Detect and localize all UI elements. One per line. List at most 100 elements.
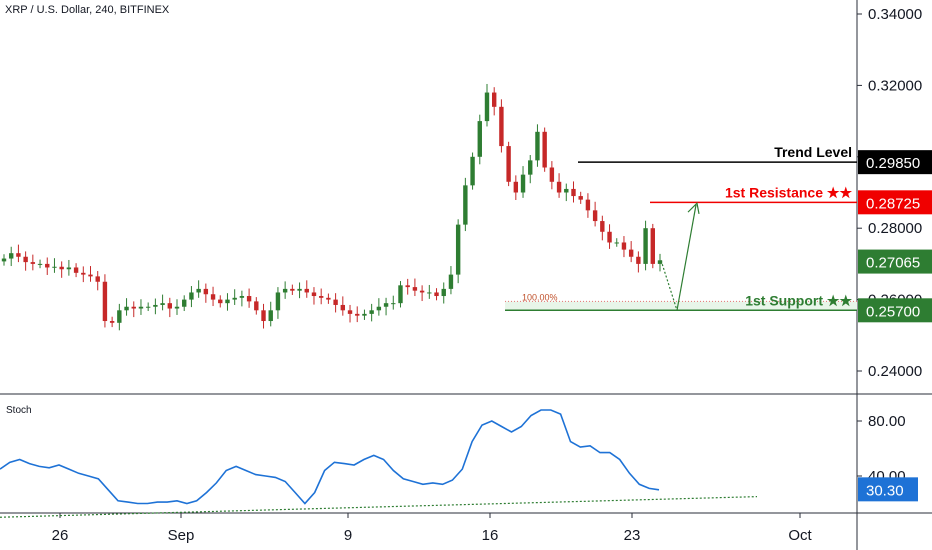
candle-body xyxy=(196,288,201,293)
candle-body xyxy=(585,199,591,211)
candle-body xyxy=(506,146,511,182)
candle-body xyxy=(268,310,273,322)
candle-body xyxy=(643,228,648,264)
candle-body xyxy=(189,292,194,300)
candle-body xyxy=(59,266,64,270)
stoch-title: Stoch xyxy=(6,405,32,416)
stoch-tick-label: 80.00 xyxy=(868,413,906,430)
candle-body xyxy=(362,313,367,316)
candle-body xyxy=(66,267,72,270)
candle-body xyxy=(628,249,634,257)
candle-body xyxy=(174,306,180,309)
candle-body xyxy=(246,296,252,302)
candle-body xyxy=(239,296,245,298)
candle-body xyxy=(167,303,173,309)
y-tick-label: 0.34000 xyxy=(868,6,922,23)
candle-body xyxy=(160,303,165,305)
candle-body xyxy=(304,288,309,293)
y-tick-label: 0.28000 xyxy=(868,220,922,237)
y-tick-label: 0.32000 xyxy=(868,77,922,94)
candle-body xyxy=(369,310,374,314)
candle-body xyxy=(95,276,100,282)
level-price-badge xyxy=(858,190,932,215)
candle-body xyxy=(463,185,468,225)
candle-body xyxy=(1,258,7,262)
candle-body xyxy=(218,299,223,304)
x-tick-label: 16 xyxy=(482,527,499,544)
candle-body xyxy=(52,266,57,268)
candle-body xyxy=(131,306,136,309)
candle-body xyxy=(145,306,151,308)
x-tick-label: Sep xyxy=(168,527,195,544)
projection-arrow xyxy=(676,204,697,311)
candle-body xyxy=(124,306,129,311)
support-zone xyxy=(505,301,857,311)
candle-body xyxy=(282,288,288,293)
level-price-label: 0.25700 xyxy=(866,303,920,320)
candle-body xyxy=(290,288,295,291)
candle-body xyxy=(520,174,526,193)
candle-body xyxy=(355,313,360,316)
candle-body xyxy=(607,231,612,243)
candle-body xyxy=(333,299,338,305)
stoch-value-badge xyxy=(858,477,918,502)
candle-body xyxy=(117,310,122,323)
level-price-badge xyxy=(858,150,932,175)
candle-body xyxy=(535,131,540,161)
level-name: Trend Level xyxy=(774,144,852,160)
stoch-trendline xyxy=(0,496,758,518)
candle-body xyxy=(636,256,641,264)
x-tick-label: 23 xyxy=(624,527,641,544)
candle-body xyxy=(600,221,605,232)
candle-body xyxy=(650,228,655,264)
candle-body xyxy=(225,299,230,304)
candle-body xyxy=(455,224,461,275)
candle-body xyxy=(657,260,663,264)
candle-body xyxy=(109,321,115,323)
candle-body xyxy=(326,297,331,300)
candle-body xyxy=(571,188,576,197)
candle-body xyxy=(405,285,410,288)
candle-body xyxy=(549,167,555,182)
candle-body xyxy=(297,288,302,291)
candle-body xyxy=(318,296,324,298)
candle-body xyxy=(232,297,237,300)
current-price-badge xyxy=(858,249,932,274)
candle-body xyxy=(391,303,396,305)
x-tick-label: Oct xyxy=(788,527,812,544)
candle-body xyxy=(513,181,519,193)
candle-body xyxy=(37,263,43,265)
level-price-label: 0.28725 xyxy=(866,195,920,212)
candle-body xyxy=(73,267,79,273)
candle-body xyxy=(138,306,144,309)
candle-body xyxy=(542,131,547,168)
candle-body xyxy=(81,272,86,275)
candle-body xyxy=(614,242,619,244)
current-price-label: 0.27065 xyxy=(866,255,920,272)
candle-body xyxy=(30,262,36,264)
arrow-head-icon xyxy=(687,201,700,215)
candle-body xyxy=(9,253,14,259)
candle-body xyxy=(254,301,259,311)
candle-body xyxy=(88,274,93,277)
candle-body xyxy=(182,299,187,307)
candle-body xyxy=(578,196,583,200)
candle-body xyxy=(261,310,266,322)
candle-body xyxy=(102,281,108,322)
stoch-value-label: 30.30 xyxy=(866,482,904,499)
candle-body xyxy=(347,310,353,314)
candle-body xyxy=(441,288,446,297)
candle-body xyxy=(448,274,454,289)
candle-body xyxy=(275,292,281,311)
candle-body xyxy=(203,288,209,295)
candle-body xyxy=(153,304,158,307)
candle-body xyxy=(16,253,21,257)
candle-body xyxy=(412,287,418,291)
level-price-badge xyxy=(858,298,932,323)
x-tick-label: 9 xyxy=(344,527,352,544)
y-tick-label: 0.24000 xyxy=(868,363,922,380)
candle-body xyxy=(376,306,382,311)
candle-body xyxy=(491,92,497,107)
candle-body xyxy=(398,285,403,304)
